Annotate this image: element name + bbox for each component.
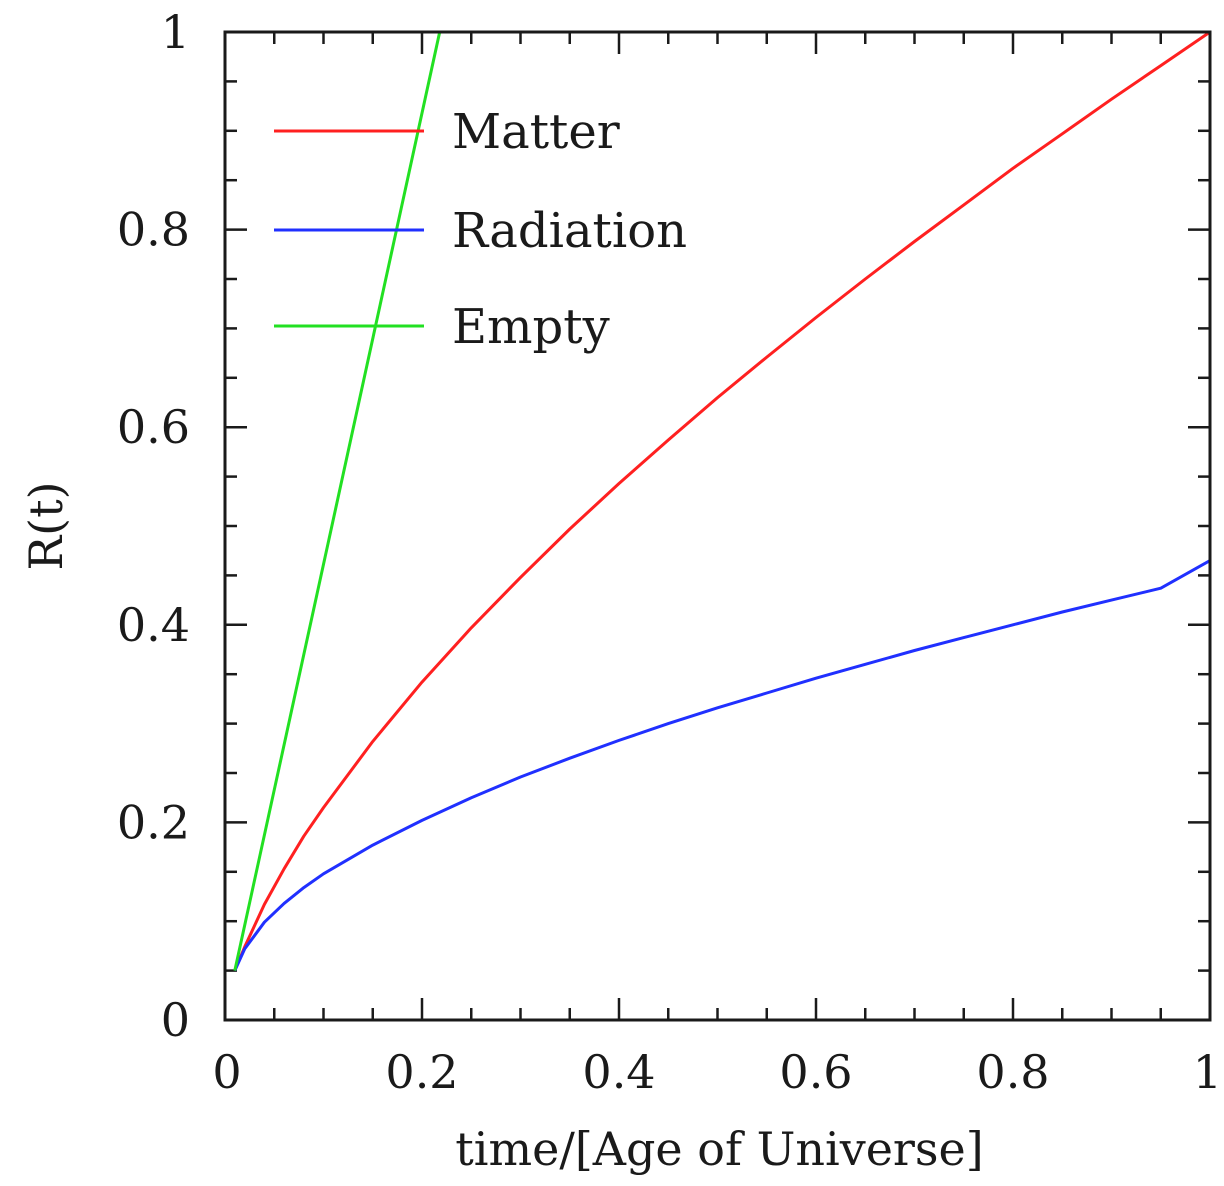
y-tick-label: 0.8 — [117, 203, 190, 257]
x-axis-label: time/[Age of Universe] — [455, 1122, 983, 1176]
y-tick-label: 0.4 — [117, 598, 190, 652]
x-tick-label: 0.2 — [385, 1045, 458, 1099]
x-tick-label: 0.4 — [582, 1045, 655, 1099]
legend-label-empty: Empty — [452, 299, 610, 355]
y-axis-label: R(t) — [19, 481, 73, 570]
tick-labels: 0 0.2 0.4 0.6 0.8 1 0 0.2 0.4 0.6 0.8 1 — [117, 5, 1222, 1099]
legend-label-radiation: Radiation — [452, 203, 687, 259]
series-line-matter — [233, 30, 1211, 972]
tick-marks — [223, 30, 1212, 1022]
x-tick-label: 0 — [212, 1045, 241, 1099]
y-tick-label: 0.6 — [117, 400, 190, 454]
legend-label-matter: Matter — [452, 104, 620, 160]
series-lines — [233, 30, 1211, 972]
series-line-empty — [233, 31, 442, 971]
plot-frame — [223, 30, 1212, 1022]
y-tick-label: 1 — [161, 5, 190, 59]
legend: Matter Radiation Empty — [274, 104, 687, 355]
x-tick-label: 1 — [1193, 1045, 1222, 1099]
y-tick-label: 0 — [161, 993, 190, 1047]
x-tick-label: 0.8 — [976, 1045, 1049, 1099]
x-tick-label: 0.6 — [779, 1045, 852, 1099]
y-tick-label: 0.2 — [117, 795, 190, 849]
series-line-radiation — [233, 559, 1211, 972]
